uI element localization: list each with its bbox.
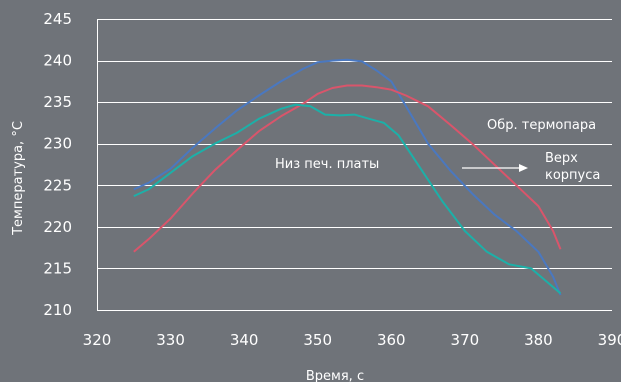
annotation-arrow <box>462 164 528 172</box>
annotation-pcb-bottom: Низ печ. платы <box>275 157 379 172</box>
y-tick-label: 225 <box>43 176 72 194</box>
x-tick-label: 360 <box>377 331 406 349</box>
y-tick-label: 235 <box>43 93 72 111</box>
y-axis-title: Температура, °C <box>11 121 26 236</box>
annotation-back-thermocouple: Обр. термопара <box>487 118 596 133</box>
series-line <box>133 58 562 296</box>
x-tick-label: 380 <box>524 331 553 349</box>
y-tick-label: 220 <box>43 218 72 236</box>
tick-labels: 245 240 235 230 225 220 215 210 320 330 340 350 360 3… <box>43 10 621 349</box>
series-line <box>133 103 562 295</box>
annotation-package-top-line2: корпуса <box>545 168 600 183</box>
annotation-package-top-line1: Верх <box>545 151 578 166</box>
x-tick-label: 370 <box>451 331 480 349</box>
y-tick-label: 240 <box>43 52 72 70</box>
y-tick-label: 210 <box>43 301 72 319</box>
x-axis-title: Время, с <box>306 369 364 382</box>
x-tick-label: 390 <box>598 331 621 349</box>
y-tick-label: 230 <box>43 135 72 153</box>
x-tick-label: 330 <box>156 331 185 349</box>
x-tick-label: 350 <box>303 331 332 349</box>
series-lines <box>133 58 562 296</box>
y-tick-label: 215 <box>43 259 72 277</box>
x-tick-label: 320 <box>83 331 112 349</box>
y-tick-label: 245 <box>43 10 72 28</box>
x-tick-label: 340 <box>230 331 259 349</box>
gridlines <box>97 19 612 311</box>
